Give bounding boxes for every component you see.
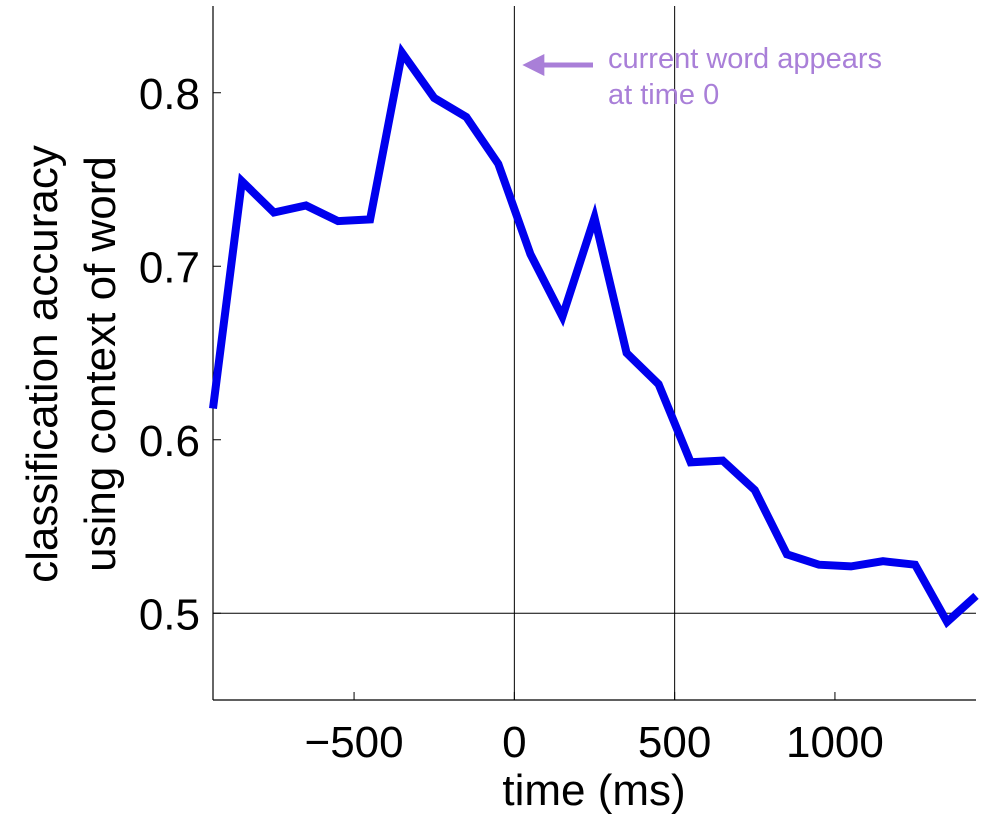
x-tick-label: −500 <box>305 718 404 767</box>
y-tick-label: 0.8 <box>139 70 200 119</box>
y-axis-title-line2: using context of word <box>76 156 125 572</box>
y-tick-label: 0.7 <box>139 243 200 292</box>
x-axis-title: time (ms) <box>502 766 685 815</box>
reference-lines <box>213 6 976 700</box>
x-tick-label: 0 <box>502 718 526 767</box>
x-tick-label: 1000 <box>786 718 884 767</box>
tick-labels: −500 0 500 1000 0.5 0.6 0.7 0.8 <box>139 70 884 767</box>
y-tick-label: 0.6 <box>139 417 200 466</box>
series-layer <box>209 42 979 629</box>
y-axis-title-line1: classification accuracy <box>18 145 67 583</box>
annotation-arrow-head <box>522 53 545 76</box>
x-tick-label: 500 <box>638 718 711 767</box>
axis-labels: time (ms) classification accuracy using co… <box>18 145 686 815</box>
annotation-text: at time 0 <box>608 79 719 111</box>
annotation-text: current word appears <box>608 43 882 75</box>
axes <box>212 6 976 701</box>
annotation-layer: current word appears at time 0 <box>522 43 882 111</box>
series-line <box>209 42 979 629</box>
y-tick-label: 0.5 <box>139 590 200 639</box>
